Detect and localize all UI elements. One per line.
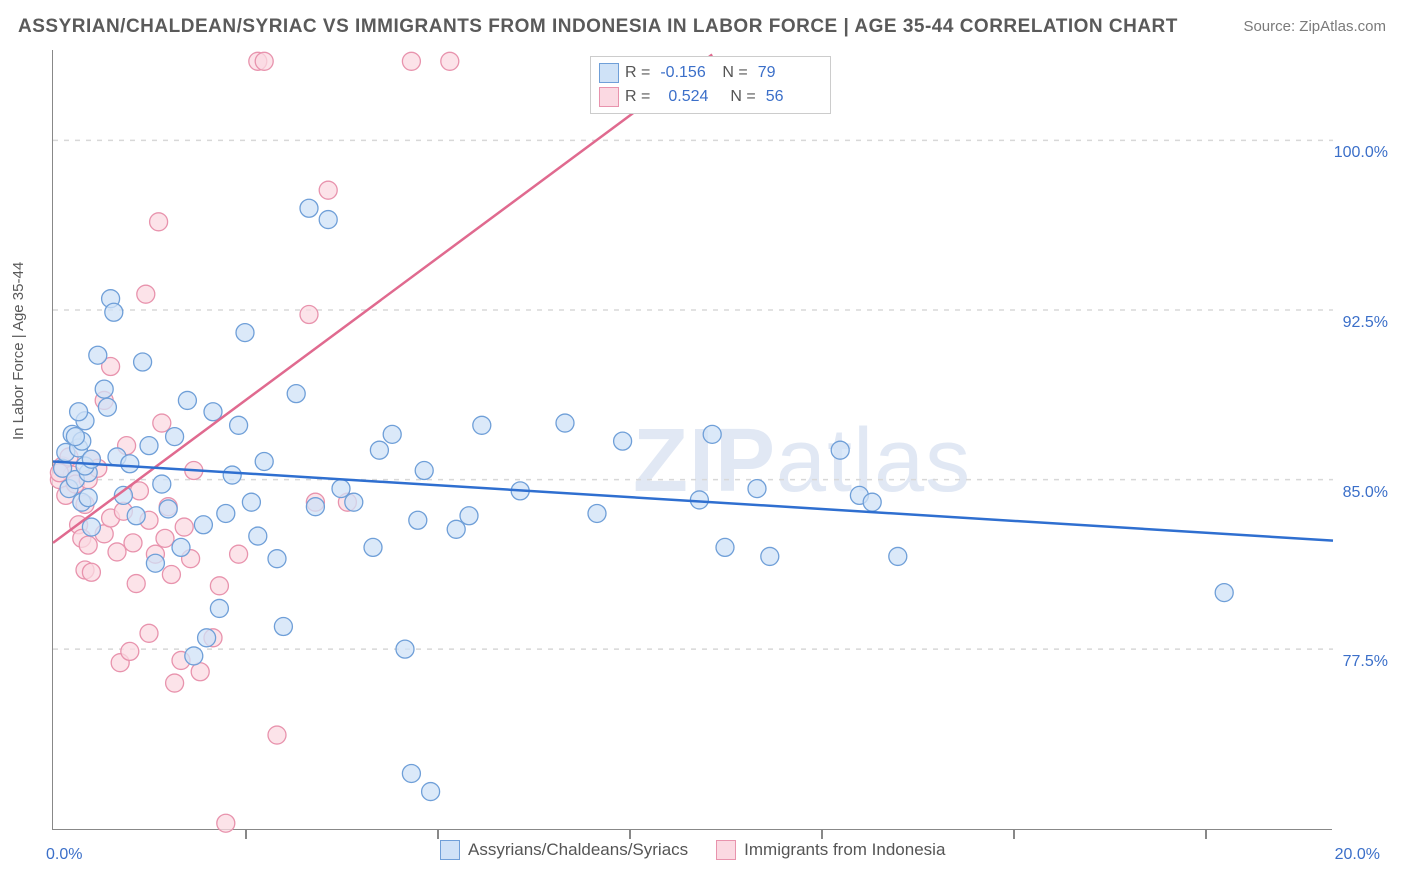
r-value-b: 0.524 <box>668 88 724 106</box>
y-tick-label: 92.5% <box>1343 314 1388 332</box>
x-tick-min: 0.0% <box>46 846 82 864</box>
n-label: N = <box>730 88 755 106</box>
x-tick-mark <box>437 829 439 839</box>
x-tick-mark <box>1205 829 1207 839</box>
n-value-b: 56 <box>766 88 822 106</box>
legend-item-a: Assyrians/Chaldeans/Syriacs <box>440 840 688 860</box>
legend-row-a: R = -0.156 N = 79 <box>599 61 822 85</box>
series-legend: Assyrians/Chaldeans/Syriacs Immigrants f… <box>440 840 945 860</box>
x-tick-mark <box>821 829 823 839</box>
n-label: N = <box>722 64 747 82</box>
x-tick-max: 20.0% <box>1335 846 1380 864</box>
chart-title: ASSYRIAN/CHALDEAN/SYRIAC VS IMMIGRANTS F… <box>18 16 1178 38</box>
y-tick-label: 77.5% <box>1343 653 1388 671</box>
x-tick-mark <box>1013 829 1015 839</box>
y-tick-label: 100.0% <box>1334 144 1388 162</box>
r-value-a: -0.156 <box>660 64 716 82</box>
r-label: R = <box>625 88 650 106</box>
n-value-a: 79 <box>758 64 814 82</box>
source-label: Source: ZipAtlas.com <box>1243 18 1386 35</box>
series-b-label: Immigrants from Indonesia <box>744 840 945 860</box>
swatch-b-icon <box>599 87 619 107</box>
correlation-legend: R = -0.156 N = 79 R = 0.524 N = 56 <box>590 56 831 114</box>
legend-item-b: Immigrants from Indonesia <box>716 840 945 860</box>
y-tick-label: 85.0% <box>1343 484 1388 502</box>
plot-area: ZIPatlas <box>52 50 1332 830</box>
r-label: R = <box>625 64 650 82</box>
legend-row-b: R = 0.524 N = 56 <box>599 85 822 109</box>
y-axis-label: In Labor Force | Age 35-44 <box>10 262 27 440</box>
x-tick-mark <box>245 829 247 839</box>
swatch-a-icon <box>599 63 619 83</box>
plot-svg <box>53 50 1332 829</box>
x-tick-mark <box>629 829 631 839</box>
swatch-b2-icon <box>716 840 736 860</box>
swatch-a2-icon <box>440 840 460 860</box>
series-a-label: Assyrians/Chaldeans/Syriacs <box>468 840 688 860</box>
